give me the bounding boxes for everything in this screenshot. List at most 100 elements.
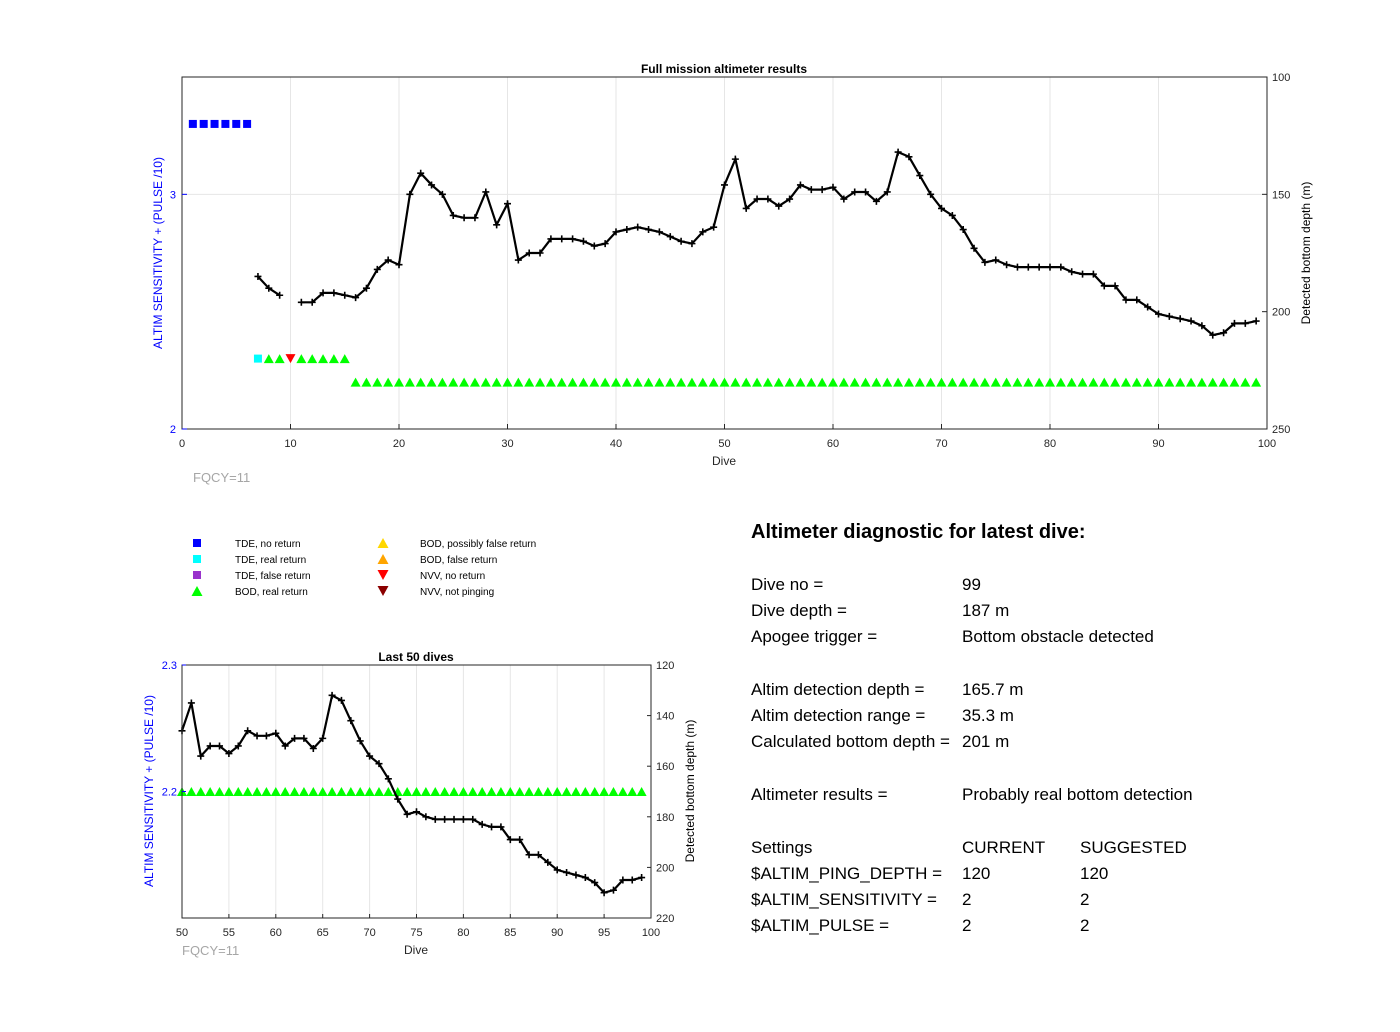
main-depth-point [547,235,555,243]
main-setting-marker [719,377,730,387]
inset-setting-marker [580,787,591,796]
legend-marker [193,539,201,547]
main-setting-marker [318,354,329,364]
main-setting-marker [1153,377,1164,387]
legend-marker [193,555,201,563]
main-depth-point [721,181,728,189]
inset-depth-point [478,820,486,828]
main-x-tick-label: 30 [501,438,513,450]
inset-depth-point [628,876,636,884]
inset-depth-point [441,815,449,823]
inset-depth-point [525,851,533,859]
main-depth-point [807,186,815,194]
inset-setting-marker [345,787,356,796]
main-setting-marker [676,377,687,387]
inset-setting-marker [617,787,628,796]
inset-setting-marker [524,787,535,796]
inset-setting-marker [552,787,563,796]
main-chart-grid [181,77,1268,430]
main-setting-marker [328,354,339,364]
main-setting-marker [469,377,480,387]
diagnostic-value: 99 [962,575,981,594]
main-depth-point [992,256,1000,264]
inset-setting-marker [486,787,497,796]
main-setting-marker [1012,377,1023,387]
inset-x-tick-label: 50 [176,927,188,939]
main-depth-point [764,195,772,203]
main-chart-ticks: 0 10 20 30 40 50 60 70 80 90 100 2 3 100 150 200 250 [170,72,1290,450]
main-depth-point [1057,263,1065,271]
inset-setting-marker [608,787,619,796]
main-setting-marker [1186,377,1197,387]
inset-chart-title: Last 50 dives [378,650,454,664]
legend-marker [377,538,389,548]
main-depth-point [1068,268,1076,276]
inset-y-right-tick-label: 160 [656,761,674,773]
main-depth-point [796,181,804,189]
inset-setting-marker [439,787,450,796]
main-chart-xlabel: Dive [712,454,736,468]
main-setting-marker [838,377,849,387]
main-setting-marker [936,377,947,387]
main-setting-marker [990,377,1001,387]
main-setting-marker [1142,377,1153,387]
main-depth-point [916,172,924,180]
inset-x-tick-label: 85 [504,927,516,939]
main-setting-marker [404,377,415,387]
inset-chart-ticks: 50 55 60 65 70 75 80 85 90 95 100 2.2 2.3 120 140 160 18… [162,660,675,939]
main-y-left-tick-label: 2 [170,424,176,436]
main-setting-marker [1034,377,1045,387]
main-depth-point [1155,310,1162,318]
inset-x-tick-label: 95 [598,927,610,939]
inset-setting-marker [589,787,600,796]
inset-setting-marker [467,787,478,796]
inset-setting-marker [505,787,516,796]
main-setting-marker [611,377,621,387]
main-depth-point [623,226,631,234]
main-depth-point [1187,317,1195,325]
main-setting-marker [914,377,925,387]
inset-setting-marker [599,787,610,796]
main-depth-point [959,226,967,234]
main-depth-point [905,153,913,161]
main-setting-marker [1251,377,1262,387]
inset-y-right-tick-label: 180 [656,812,674,824]
inset-setting-marker [252,787,263,796]
main-setting-marker [1229,377,1240,387]
inset-depth-point [581,874,589,882]
main-chart-ylabel-right: Detected bottom depth (m) [1299,182,1313,325]
main-x-tick-label: 70 [935,438,947,450]
main-depth-point [601,240,609,248]
main-depth-point [1252,317,1260,325]
main-y-right-tick-label: 250 [1272,424,1290,436]
main-setting-marker [1077,377,1088,387]
main-setting-marker [1131,377,1142,387]
main-setting-marker [795,377,806,387]
inset-setting-marker [430,787,441,796]
main-depth-point [460,214,468,222]
inset-y-left-tick-label: 2.2 [162,787,177,799]
inset-y-right-tick-label: 140 [656,711,674,723]
main-depth-point [1209,331,1217,339]
main-depth-point [948,211,956,219]
inset-setting-marker [242,787,253,796]
diagnostic-value: Bottom obstacle detected [962,627,1154,646]
main-depth-point [818,186,826,194]
main-depth-point [612,228,620,236]
main-depth-point [872,197,880,205]
inset-chart-xlabel: Dive [404,943,428,957]
diagnostic-label: Altim detection depth = [751,680,925,699]
legend-marker [191,586,203,596]
main-depth-point [1198,322,1206,330]
main-depth-point [308,298,316,306]
inset-setting-marker [261,787,272,796]
inset-depth-point [216,742,224,750]
inset-depth-point [347,717,355,725]
inset-y-right-tick-label: 220 [656,913,674,925]
main-setting-marker [665,377,676,387]
main-setting-marker [524,377,535,387]
main-setting-marker [372,377,383,387]
diagnostic-value: Probably real bottom detection [962,785,1193,804]
main-depth-point [428,181,436,189]
